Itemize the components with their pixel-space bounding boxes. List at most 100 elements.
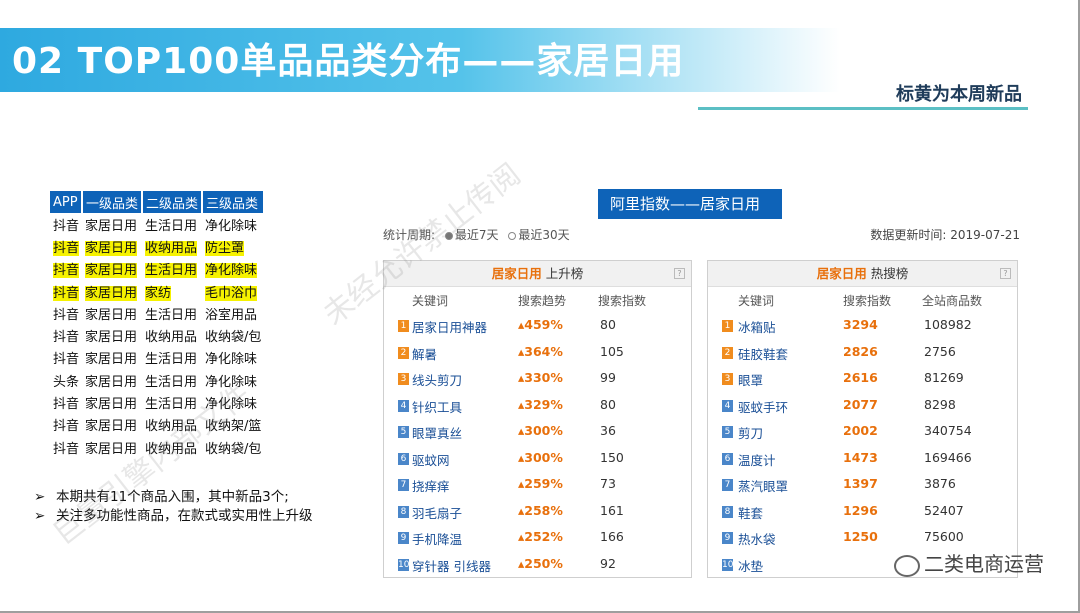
keyword-link[interactable]: 热水袋 <box>738 532 776 547</box>
arrow-up-icon: ▴ <box>518 476 525 491</box>
list-item[interactable]: 3 眼罩 2616 81269 <box>708 366 1017 393</box>
trend-text: 250% <box>524 555 563 571</box>
keyword-link[interactable]: 剪刀 <box>738 426 764 441</box>
list-item[interactable]: 7 蒸汽眼罩 1397 3876 <box>708 472 1017 499</box>
trend-text: 459% <box>524 317 563 332</box>
rank-badge: 5 <box>398 426 409 438</box>
table-cell: 生活日用 <box>145 352 198 368</box>
table-cell: 收纳用品 <box>142 235 202 257</box>
keyword-link[interactable]: 蒸汽眼罩 <box>738 479 789 494</box>
search-index: 105 <box>600 343 624 359</box>
keyword-link[interactable]: 居家日用神器 <box>412 320 488 335</box>
table-cell: 防尘罩 <box>202 235 264 257</box>
header-level1: 一级品类 <box>82 191 144 213</box>
table-cell: 生活日用 <box>145 307 198 323</box>
highlighted-text: 家纺 <box>145 285 172 301</box>
rank-badge: 8 <box>398 505 409 518</box>
table-row: 抖音 家居日用 收纳用品 防尘罩 <box>50 235 264 257</box>
table-cell: 生活日用 <box>145 397 198 413</box>
keyword-link[interactable]: 硅胶鞋套 <box>738 346 789 362</box>
list-item[interactable]: 10 冰垫 <box>708 552 1017 578</box>
hot-panel: 居家日用 热搜榜 ? 关键词 搜索指数 全站商品数 1 冰箱贴 3294 108982 2… <box>707 260 1018 578</box>
highlighted-text: 家居日用 <box>85 240 138 256</box>
list-item[interactable]: 6 驱蚊网 ▴300% 150 <box>384 446 691 473</box>
radio-30days-icon[interactable] <box>508 231 517 240</box>
table-cell: 家居日用 <box>85 397 138 413</box>
col-keyword: 关键词 <box>412 294 449 308</box>
list-item[interactable]: 3 线头剪刀 ▴330% 99 <box>384 366 691 393</box>
keyword-link[interactable]: 手机降温 <box>412 532 463 547</box>
list-item[interactable]: 8 鞋套 1296 52407 <box>708 499 1017 526</box>
table-cell: 抖音 <box>50 235 82 257</box>
note-item: ➢ 本期共有11个商品入围，其中新品3个; <box>34 488 313 507</box>
trend-text: 300% <box>524 449 563 465</box>
rising-kind: 上升榜 <box>545 266 584 281</box>
trend-value: ▴252% <box>518 529 563 544</box>
period-label: 统计周期: <box>383 228 436 242</box>
keyword-link[interactable]: 冰垫 <box>738 558 764 574</box>
table-cell: 生活日用 <box>145 374 198 390</box>
list-item[interactable]: 2 硅胶鞋套 2826 2756 <box>708 340 1017 367</box>
table-row: 抖音 家居日用 生活日用 净化除味 <box>50 347 264 369</box>
keyword-link[interactable]: 鞋套 <box>738 505 764 521</box>
keyword-link[interactable]: 驱蚊网 <box>412 452 450 468</box>
table-cell: 家居日用 <box>85 307 138 323</box>
period-option-7days[interactable]: 最近7天 <box>454 228 499 242</box>
list-item[interactable]: 6 温度计 1473 169466 <box>708 446 1017 473</box>
list-item[interactable]: 2 解暑 ▴364% 105 <box>384 340 691 367</box>
trend-value: ▴258% <box>518 503 563 518</box>
table-cell: 头条 <box>53 374 80 390</box>
table-cell: 收纳用品 <box>145 419 198 435</box>
rising-panel: 居家日用 上升榜 ? 关键词 搜索趋势 搜索指数 1 居家日用神器 ▴459% 80 2 解… <box>383 260 692 578</box>
search-index: 73 <box>600 476 616 491</box>
keyword-link[interactable]: 解暑 <box>412 346 438 362</box>
product-count: 75600 <box>924 529 964 544</box>
search-index: 1397 <box>843 476 878 491</box>
list-item[interactable]: 10 穿针器 引线器 ▴250% 92 <box>384 552 691 578</box>
period-option-30days[interactable]: 最近30天 <box>518 228 570 242</box>
table-cell: 生活日用 <box>142 258 202 280</box>
keyword-link[interactable]: 羽毛扇子 <box>412 505 463 521</box>
table-cell: 净化除味 <box>205 374 258 390</box>
highlighted-text: 收纳用品 <box>145 240 198 256</box>
keyword-link[interactable]: 冰箱贴 <box>738 320 776 335</box>
list-item[interactable]: 4 驱蚊手环 2077 8298 <box>708 393 1017 420</box>
search-index: 150 <box>600 449 624 465</box>
note-text: 本期共有11个商品入围，其中新品3个; <box>56 489 289 505</box>
help-icon[interactable]: ? <box>674 268 685 279</box>
notes: ➢ 本期共有11个商品入围，其中新品3个; ➢ 关注多功能性商品，在款式或实用性上升… <box>34 488 313 526</box>
keyword-link[interactable]: 眼罩 <box>738 373 764 388</box>
table-cell: 抖音 <box>53 419 80 435</box>
trend-text: 330% <box>524 370 563 385</box>
list-item[interactable]: 4 针织工具 ▴329% 80 <box>384 393 691 420</box>
list-item[interactable]: 9 手机降温 ▴252% 166 <box>384 525 691 552</box>
list-item[interactable]: 8 羽毛扇子 ▴258% 161 <box>384 499 691 526</box>
list-item[interactable]: 5 剪刀 2002 340754 <box>708 419 1017 446</box>
trend-text: 364% <box>524 343 563 359</box>
help-icon[interactable]: ? <box>1000 268 1011 279</box>
rank-badge: 4 <box>722 399 733 412</box>
keyword-link[interactable]: 温度计 <box>738 452 776 468</box>
product-count: 81269 <box>924 370 964 385</box>
list-item[interactable]: 7 挠痒痒 ▴259% 73 <box>384 472 691 499</box>
keyword-link[interactable]: 挠痒痒 <box>412 479 450 494</box>
search-index: 3294 <box>843 317 878 332</box>
keyword-link[interactable]: 穿针器 引线器 <box>412 558 491 574</box>
product-count: 169466 <box>924 449 972 465</box>
keyword-link[interactable]: 眼罩真丝 <box>412 426 463 441</box>
list-item[interactable]: 1 居家日用神器 ▴459% 80 <box>384 313 691 340</box>
list-item[interactable]: 9 热水袋 1250 75600 <box>708 525 1017 552</box>
highlighted-text: 抖音 <box>53 285 80 301</box>
list-item[interactable]: 1 冰箱贴 3294 108982 <box>708 313 1017 340</box>
rank-badge: 9 <box>722 532 733 544</box>
hot-kind: 热搜榜 <box>870 266 909 281</box>
radio-7days-icon[interactable] <box>444 231 453 240</box>
keyword-link[interactable]: 驱蚊手环 <box>738 399 789 415</box>
list-item[interactable]: 5 眼罩真丝 ▴300% 36 <box>384 419 691 446</box>
trend-value: ▴364% <box>518 344 563 359</box>
product-count: 340754 <box>924 423 972 438</box>
arrow-up-icon: ▴ <box>518 370 525 385</box>
keyword-link[interactable]: 线头剪刀 <box>412 373 463 388</box>
keyword-link[interactable]: 针织工具 <box>412 399 463 415</box>
table-cell: 家居日用 <box>82 280 142 302</box>
